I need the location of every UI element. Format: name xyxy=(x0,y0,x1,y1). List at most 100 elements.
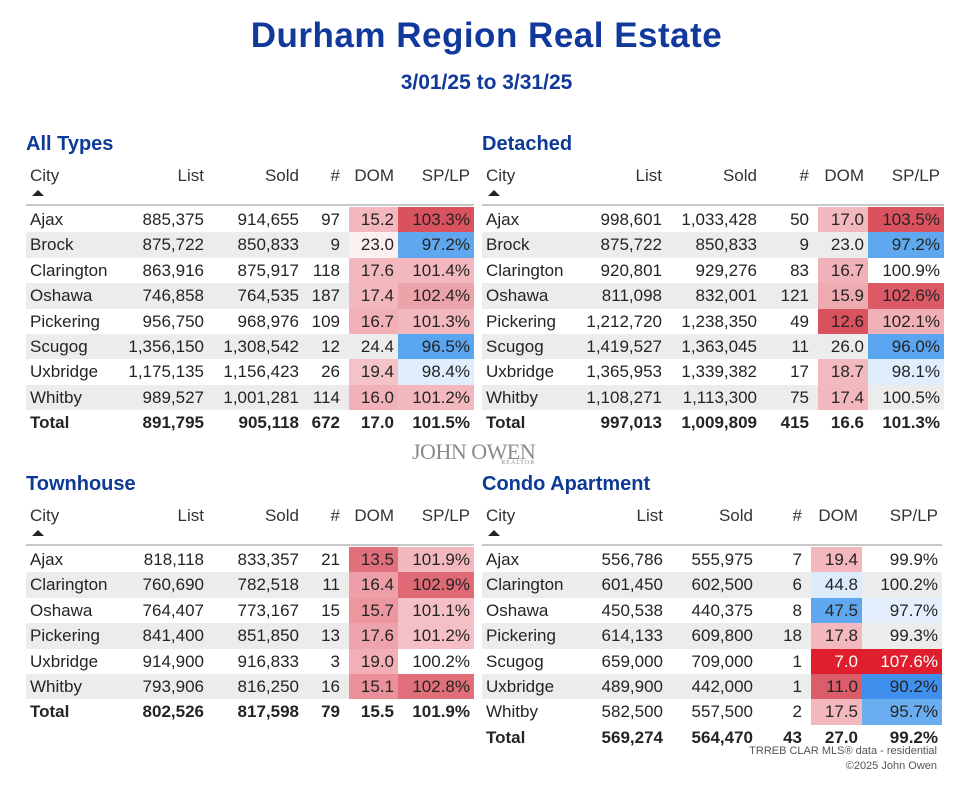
table-row: Brock 875,722 850,833 9 23.0 97.2% xyxy=(26,232,474,258)
cell-city: Uxbridge xyxy=(30,651,99,671)
column-header-sp-lp[interactable]: SP/LP xyxy=(889,506,938,525)
total-row: Total 569,274 564,470 43 27.0 99.2% xyxy=(482,725,942,750)
cell-sp-lp: 102.1% xyxy=(868,308,944,334)
cell-sold-price: 564,470 xyxy=(691,727,753,747)
column-header-list-price[interactable]: List xyxy=(635,166,662,185)
cell-dom: 13.5 xyxy=(349,547,398,573)
section-title-townhouse: Townhouse xyxy=(26,473,136,495)
cell-sold-price: 905,118 xyxy=(238,413,299,433)
column-header-dom[interactable]: DOM xyxy=(354,506,394,525)
header-divider xyxy=(482,544,942,546)
cell-sp-lp: 101.1% xyxy=(398,597,474,624)
cell-sp-lp: 101.3% xyxy=(882,413,940,433)
table-row: Clarington 920,801 929,276 83 16.7 100.9% xyxy=(482,257,944,284)
cell-city: Pickering xyxy=(30,311,100,331)
cell-city: Oshawa xyxy=(486,286,549,306)
sort-ascending-icon[interactable] xyxy=(488,530,500,536)
table-row: Ajax 998,601 1,033,428 50 17.0 103.5% xyxy=(482,207,944,233)
table-row: Whitby 793,906 816,250 16 15.1 102.8% xyxy=(26,673,474,700)
column-header-city[interactable]: City xyxy=(30,506,60,525)
cell-sold-price: 968,976 xyxy=(237,311,299,331)
column-header-city[interactable]: City xyxy=(486,166,516,185)
data-source: TRREB CLAR MLS® data - residential xyxy=(749,745,937,757)
cell-sold-price: 442,000 xyxy=(691,676,753,696)
column-header-sold-price[interactable]: Sold xyxy=(718,506,753,525)
sort-ascending-icon[interactable] xyxy=(32,530,44,536)
sort-ascending-icon[interactable] xyxy=(32,190,44,196)
cell-list-price: 1,365,953 xyxy=(586,362,662,382)
cell-sp-lp: 100.9% xyxy=(882,260,940,280)
cell-sold-price: 1,009,809 xyxy=(681,413,757,433)
column-header-dom[interactable]: DOM xyxy=(818,506,858,525)
column-header-sp-lp[interactable]: SP/LP xyxy=(891,166,940,185)
cell-count: 83 xyxy=(790,260,809,280)
cell-city: Scugog xyxy=(486,336,544,356)
column-header-count[interactable]: # xyxy=(799,166,809,185)
cell-sp-lp: 100.5% xyxy=(882,387,940,407)
table-header: City List Sold # DOM SP/LP xyxy=(26,500,474,544)
cell-sold-price: 1,238,350 xyxy=(681,311,757,331)
cell-dom: 44.8 xyxy=(811,572,862,598)
cell-dom: 16.6 xyxy=(830,413,864,433)
column-header-list-price[interactable]: List xyxy=(177,506,204,525)
table-row: Whitby 582,500 557,500 2 17.5 95.7% xyxy=(482,699,942,725)
cell-dom: 47.5 xyxy=(811,597,862,624)
column-header-sold-price[interactable]: Sold xyxy=(264,506,299,525)
cell-city: Total xyxy=(486,413,526,433)
column-header-city[interactable]: City xyxy=(486,506,516,525)
cell-sp-lp: 107.6% xyxy=(862,648,942,674)
table-row: Oshawa 746,858 764,535 187 17.4 102.4% xyxy=(26,283,474,309)
cell-city: Uxbridge xyxy=(30,362,99,382)
column-header-sold-price[interactable]: Sold xyxy=(722,166,757,185)
column-header-dom[interactable]: DOM xyxy=(354,166,394,185)
cell-count: 114 xyxy=(312,387,340,407)
cell-sp-lp: 97.2% xyxy=(868,232,944,258)
table-row: Pickering 841,400 851,850 13 17.6 101.2% xyxy=(26,623,474,649)
table-row: Ajax 885,375 914,655 97 15.2 103.3% xyxy=(26,207,474,233)
cell-dom: 15.1 xyxy=(349,673,398,700)
cell-dom: 7.0 xyxy=(811,648,862,674)
cell-count: 11 xyxy=(322,575,340,595)
cell-dom: 17.4 xyxy=(349,283,398,309)
cell-city: Total xyxy=(30,413,70,433)
date-range: 3/01/25 to 3/31/25 xyxy=(400,71,573,94)
cell-city: Ajax xyxy=(30,210,64,229)
column-header-list-price[interactable]: List xyxy=(636,506,663,525)
cell-dom: 12.6 xyxy=(818,308,868,334)
column-header-dom[interactable]: DOM xyxy=(824,166,864,185)
cell-count: 3 xyxy=(330,651,340,671)
cell-list-price: 802,526 xyxy=(142,702,204,722)
cell-sp-lp: 102.8% xyxy=(398,673,474,700)
cell-dom: 17.5 xyxy=(811,699,862,725)
table-row: Whitby 989,527 1,001,281 114 16.0 101.2% xyxy=(26,384,474,411)
cell-sp-lp: 101.9% xyxy=(412,702,470,722)
column-header-sold-price[interactable]: Sold xyxy=(264,166,299,185)
cell-dom: 17.0 xyxy=(360,413,394,433)
column-header-sp-lp[interactable]: SP/LP xyxy=(421,506,470,525)
cell-list-price: 956,750 xyxy=(142,311,204,331)
column-header-count[interactable]: # xyxy=(330,506,340,525)
cell-sold-price: 1,113,300 xyxy=(682,387,757,407)
table-condo-apartment: City List Sold # DOM SP/LP Ajax 556,786 555,975 7… xyxy=(482,500,942,750)
cell-count: 26 xyxy=(321,362,340,382)
cell-count: 43 xyxy=(783,727,802,747)
column-header-count[interactable]: # xyxy=(792,506,802,525)
cell-count: 8 xyxy=(792,600,802,620)
cell-list-price: 875,722 xyxy=(600,235,662,255)
sort-ascending-icon[interactable] xyxy=(488,190,500,196)
john-owen-logo: JOHN OWEN REALTOR xyxy=(412,439,536,466)
table-row: Clarington 601,450 602,500 6 44.8 100.2% xyxy=(482,572,942,598)
cell-dom: 17.6 xyxy=(349,257,398,284)
cell-sold-price: 1,001,281 xyxy=(223,387,299,407)
cell-sp-lp: 98.1% xyxy=(868,359,944,385)
column-header-sp-lp[interactable]: SP/LP xyxy=(421,166,470,185)
column-header-list-price[interactable]: List xyxy=(177,166,204,185)
cell-list-price: 1,108,271 xyxy=(586,387,662,407)
table-row: Pickering 1,212,720 1,238,350 49 12.6 102.1% xyxy=(482,308,944,334)
column-header-city[interactable]: City xyxy=(30,166,60,185)
table-row: Clarington 863,916 875,917 118 17.6 101.4% xyxy=(26,257,474,284)
header-divider xyxy=(26,204,474,206)
column-header-count[interactable]: # xyxy=(330,166,340,185)
cell-list-price: 891,795 xyxy=(142,413,204,433)
cell-city: Clarington xyxy=(486,575,564,595)
